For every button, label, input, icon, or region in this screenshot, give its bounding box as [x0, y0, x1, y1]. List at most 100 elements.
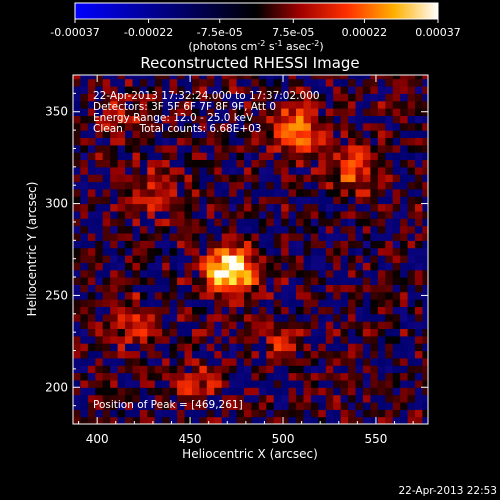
heatmap-cell	[139, 372, 148, 381]
heatmap-cell	[110, 166, 119, 175]
heatmap-cell	[206, 269, 215, 278]
heatmap-cell	[214, 100, 223, 109]
heatmap-cell	[147, 372, 156, 381]
colorbar-ticks	[74, 19, 439, 23]
heatmap-cell	[340, 203, 349, 212]
heatmap-cell	[102, 152, 111, 160]
heatmap-cell	[132, 284, 141, 293]
heatmap-cell	[273, 225, 282, 234]
heatmap-cell	[296, 122, 304, 131]
heatmap-cell	[385, 328, 394, 337]
heatmap-cell	[258, 262, 267, 271]
heatmap-cell	[400, 262, 409, 271]
heatmap-cell	[318, 247, 327, 256]
heatmap-cell	[154, 218, 163, 227]
heatmap-cell	[325, 115, 334, 124]
heatmap-cell	[400, 108, 409, 116]
heatmap-cell	[370, 181, 379, 190]
heatmap-cell	[154, 115, 163, 124]
heatmap-cell	[407, 159, 416, 168]
heatmap-cell	[87, 93, 96, 102]
heatmap-cell	[139, 203, 148, 212]
heatmap-cell	[221, 306, 230, 315]
heatmap-cell	[400, 144, 409, 153]
heatmap-cell	[73, 137, 81, 146]
heatmap-cell	[400, 86, 409, 94]
heatmap-cell	[281, 225, 290, 234]
heatmap-cell	[169, 299, 178, 307]
heatmap-cell	[377, 86, 386, 94]
heatmap-cell	[139, 233, 148, 241]
heatmap-cell	[303, 321, 312, 329]
x-axis-label: Heliocentric X (arcsec)	[182, 447, 318, 461]
heatmap-cell	[214, 78, 223, 87]
heatmap-cell	[132, 357, 141, 366]
heatmap-cell	[415, 328, 423, 337]
heatmap-cell	[221, 277, 230, 285]
heatmap-cell	[422, 269, 428, 278]
heatmap-cell	[169, 357, 178, 366]
heatmap-cell	[80, 152, 89, 160]
heatmap-cell	[244, 108, 252, 116]
heatmap-cell	[162, 174, 171, 183]
heatmap-cell	[273, 350, 282, 359]
heatmap-cell	[415, 372, 423, 381]
heatmap-cell	[199, 218, 208, 227]
heatmap-cell	[244, 159, 252, 168]
heatmap-cell	[333, 130, 342, 138]
heatmap-cell	[236, 166, 245, 175]
heatmap-cell	[355, 328, 364, 337]
heatmap-cell	[80, 166, 89, 175]
heatmap-cell	[273, 277, 282, 285]
heatmap-cell	[355, 372, 364, 381]
heatmap-cell	[296, 350, 304, 359]
heatmap-cell	[206, 152, 215, 160]
heatmap-cell	[206, 174, 215, 183]
heatmap-cell	[251, 203, 260, 212]
heatmap-cell	[266, 291, 275, 300]
heatmap-cell	[199, 240, 208, 249]
heatmap-cell	[236, 379, 245, 388]
heatmap-cell	[229, 306, 238, 315]
heatmap-cell	[340, 115, 349, 124]
heatmap-cell	[214, 328, 223, 337]
heatmap-cell	[110, 343, 119, 352]
heatmap-cell	[310, 130, 319, 138]
heatmap-cell	[266, 218, 275, 227]
heatmap-cell	[258, 372, 267, 381]
heatmap-cell	[199, 394, 208, 403]
heatmap-cell	[95, 387, 104, 396]
heatmap-cell	[73, 210, 81, 219]
heatmap-cell	[244, 394, 252, 403]
heatmap-cell	[125, 137, 133, 146]
heatmap-cell	[192, 321, 200, 329]
heatmap-cell	[325, 328, 334, 337]
heatmap-cell	[415, 240, 423, 249]
heatmap-cell	[95, 188, 104, 197]
heatmap-cell	[73, 321, 81, 329]
heatmap-cell	[184, 108, 193, 116]
heatmap-cell	[169, 225, 178, 234]
heatmap-cell	[221, 379, 230, 388]
heatmap-cell	[355, 291, 364, 300]
heatmap-cell	[281, 166, 290, 175]
heatmap-cell	[400, 240, 409, 249]
heatmap-cell	[236, 122, 245, 131]
heatmap-cell	[355, 402, 364, 410]
heatmap-cell	[385, 196, 394, 205]
heatmap-cell	[117, 100, 126, 109]
heatmap-cell	[355, 343, 364, 352]
heatmap-cell	[251, 122, 260, 131]
heatmap-cell	[422, 387, 428, 396]
heatmap-cell	[415, 225, 423, 234]
heatmap-cell	[206, 210, 215, 219]
heatmap-cell	[221, 86, 230, 94]
heatmap-cell	[392, 130, 401, 138]
heatmap-cell	[348, 387, 357, 396]
heatmap-cell	[318, 365, 327, 374]
heatmap-cell	[296, 152, 304, 160]
heatmap-cell	[80, 284, 89, 293]
heatmap-cell	[348, 122, 357, 131]
heatmap-cell	[214, 86, 223, 94]
heatmap-cell	[244, 181, 252, 190]
